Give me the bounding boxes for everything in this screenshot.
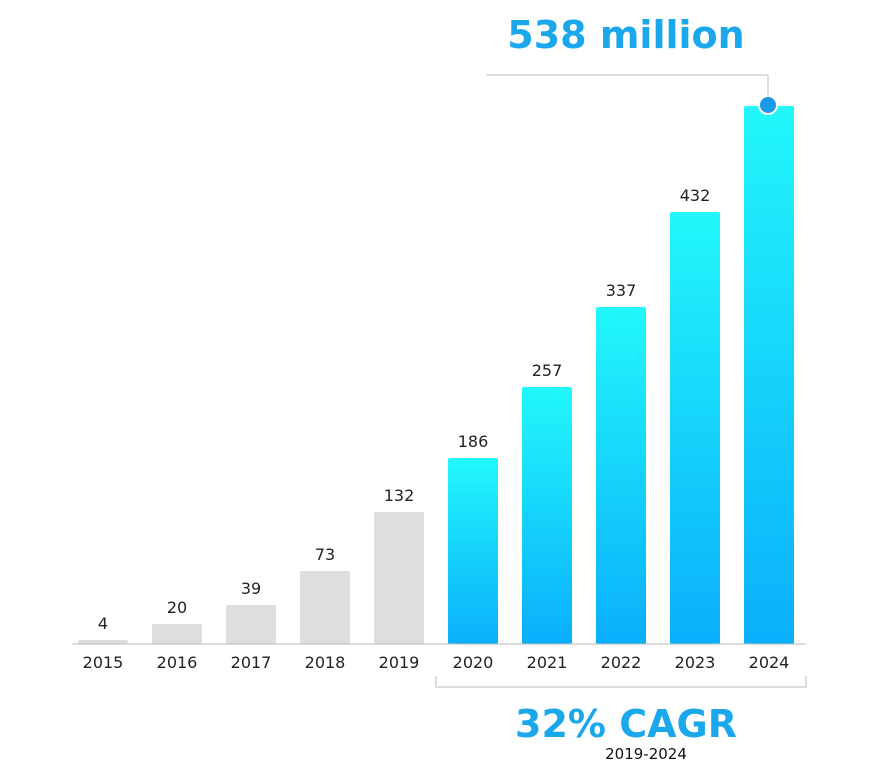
bar-2024	[744, 106, 794, 644]
x-tick-label-2016: 2016	[157, 653, 198, 672]
cagr-period: 2019-2024	[605, 745, 687, 763]
bar-2022	[596, 307, 646, 644]
x-tick-label-2020: 2020	[453, 653, 494, 672]
x-tick-label-2018: 2018	[305, 653, 346, 672]
bar-2023	[670, 212, 720, 644]
bar-2020	[448, 458, 498, 644]
x-tick-label-2015: 2015	[83, 653, 124, 672]
bar-value-label-2018: 73	[315, 545, 335, 564]
chart-title: 538 million	[507, 13, 744, 57]
x-tick-label-2023: 2023	[675, 653, 716, 672]
x-tick-label-2017: 2017	[231, 653, 272, 672]
bar-value-label-2021: 257	[532, 361, 563, 380]
cagr-bracket	[435, 676, 807, 688]
bar-value-label-2020: 186	[458, 432, 489, 451]
bar-2017	[226, 605, 276, 644]
value-labels-group: 4 20 39 73 132 186 257 337 432	[98, 186, 710, 633]
bar-value-label-2015: 4	[98, 614, 108, 633]
x-tick-label-2019: 2019	[379, 653, 420, 672]
bar-value-label-2022: 337	[606, 281, 637, 300]
cagr-headline: 32% CAGR	[515, 702, 737, 746]
x-tick-label-2024: 2024	[749, 653, 790, 672]
final-value-marker	[758, 95, 778, 115]
bar-2018	[300, 571, 350, 644]
bar-value-label-2017: 39	[241, 579, 261, 598]
bar-value-label-2023: 432	[680, 186, 711, 205]
bar-2016	[152, 624, 202, 644]
bar-2015	[78, 640, 128, 644]
bars-group	[78, 106, 794, 644]
bar-2019	[374, 512, 424, 644]
bar-value-label-2019: 132	[384, 486, 415, 505]
bar-value-label-2016: 20	[167, 598, 187, 617]
x-tick-labels-group: 2015 2016 2017 2018 2019 2020 2021 2022 2023 2024	[83, 653, 790, 672]
x-tick-label-2021: 2021	[527, 653, 568, 672]
bar-2021	[522, 387, 572, 644]
x-tick-label-2022: 2022	[601, 653, 642, 672]
